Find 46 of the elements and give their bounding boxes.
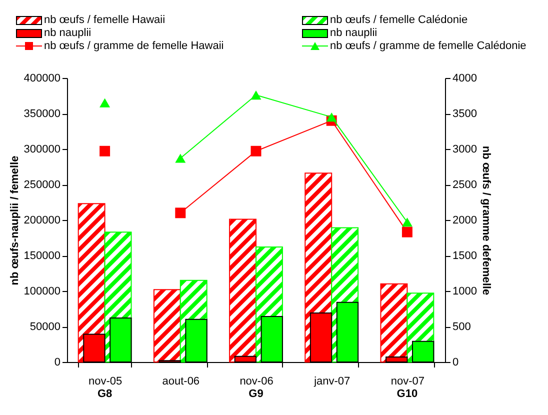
- y2-tick-label: 1000: [452, 286, 477, 298]
- bar: [380, 283, 408, 362]
- legend-label: nb nauplii: [44, 27, 92, 39]
- y2-tick-label: 2000: [452, 214, 477, 226]
- legend-label: nb œufs / gramme de femelle Hawaii: [44, 40, 224, 52]
- y-tick-label: 0: [54, 356, 60, 368]
- y-tick-label: 350000: [24, 108, 60, 120]
- y2-axis-title: nb œufs / gramme defemelle: [480, 146, 492, 296]
- legend-label: nb œufs / femelle Calédonie: [330, 14, 468, 26]
- point: [100, 146, 110, 156]
- point: [100, 98, 110, 108]
- y2-tick-label: 2500: [452, 179, 477, 191]
- legend-label: nb œufs / femelle Hawaii: [44, 14, 166, 26]
- y-axis-title: nb œufs-nauplii / femelle: [8, 156, 21, 286]
- bar: [229, 218, 256, 362]
- legend-label: nb œufs / gramme de femelle Calédonie: [330, 40, 526, 52]
- y2-tick-label: 3500: [452, 108, 477, 120]
- y2-tick-label: 3000: [452, 144, 477, 156]
- point: [250, 90, 262, 100]
- legend-label: nb nauplii: [330, 27, 378, 39]
- point: [175, 154, 186, 163]
- y2-tick-label: 500: [452, 321, 471, 333]
- y-tick-label: 150000: [24, 250, 60, 262]
- text: G8: [97, 388, 112, 400]
- point: [250, 146, 262, 156]
- y2-tick-label: 1500: [452, 250, 477, 262]
- x-tick-label: nov-05: [88, 376, 122, 388]
- x-tick-label: nov-07: [390, 376, 425, 388]
- y2-tick-label: 0: [452, 356, 459, 368]
- text: G9: [248, 388, 264, 400]
- y2-tick-label: 4000: [452, 72, 477, 84]
- x-tick-label: nov-06: [240, 376, 274, 388]
- point: [175, 208, 186, 218]
- y-tick-label: 50000: [30, 321, 60, 333]
- point: [326, 112, 337, 122]
- y-tick-label: 100000: [24, 286, 60, 298]
- y-tick-label: 250000: [24, 179, 60, 191]
- x-tick-label: janv-07: [313, 376, 350, 388]
- y-tick-label: 200000: [24, 214, 60, 226]
- x-tick-label: aout-06: [162, 376, 200, 388]
- y-tick-label: 300000: [24, 144, 60, 156]
- text: G10: [396, 388, 418, 400]
- y-tick-label: 400000: [24, 72, 60, 84]
- bar: [153, 289, 181, 362]
- point: [402, 218, 412, 227]
- point: [402, 226, 412, 238]
